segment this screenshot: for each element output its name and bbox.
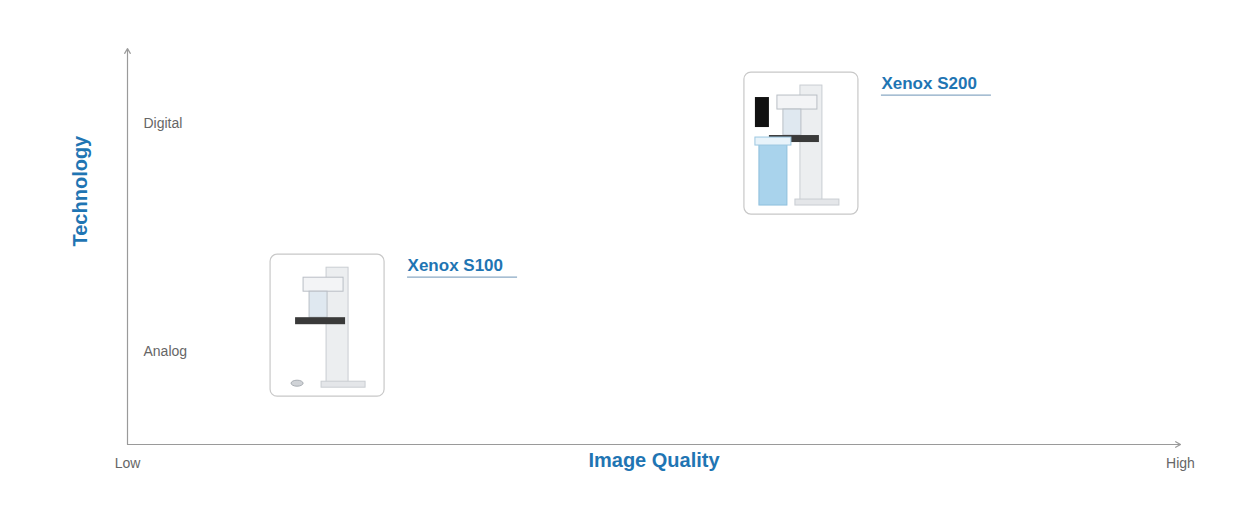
svg-text:Image Quality: Image Quality — [588, 449, 720, 471]
svg-text:Xenox S100: Xenox S100 — [408, 256, 503, 275]
svg-text:High: High — [1166, 455, 1195, 471]
svg-text:Low: Low — [115, 455, 142, 471]
svg-text:Technology: Technology — [69, 135, 91, 247]
svg-text:Analog: Analog — [144, 343, 188, 359]
svg-text:Digital: Digital — [144, 115, 183, 131]
svg-text:Xenox S200: Xenox S200 — [881, 74, 976, 93]
